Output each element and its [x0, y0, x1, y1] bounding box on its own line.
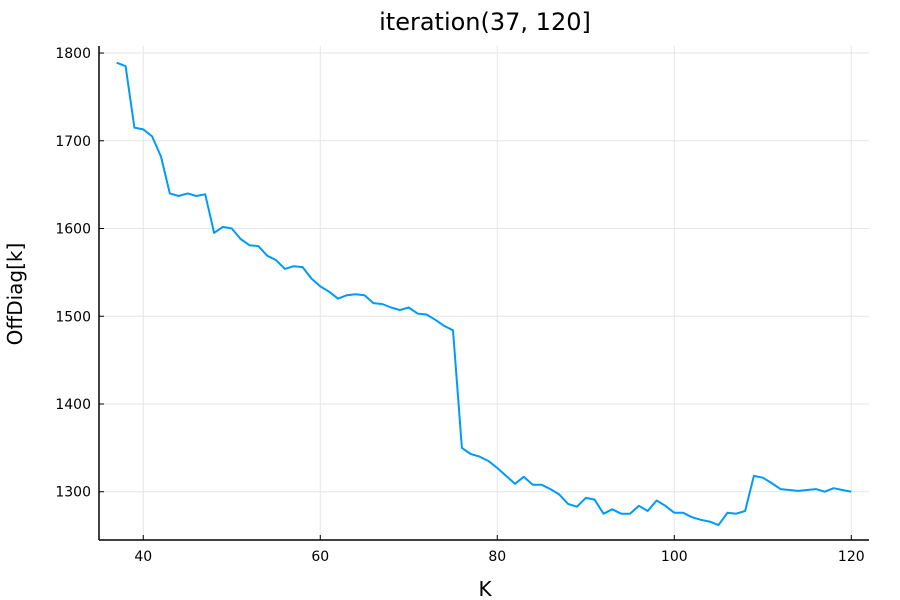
- x-tick-label: 60: [311, 549, 329, 565]
- grid: [99, 46, 869, 540]
- x-tick-label: 40: [134, 549, 152, 565]
- y-tick-label: 1500: [55, 309, 91, 325]
- x-axis-label: K: [478, 577, 492, 600]
- chart-title: iteration(37, 120]: [379, 8, 591, 36]
- x-tick-label: 100: [661, 549, 688, 565]
- series-line: [116, 61, 852, 527]
- ticks: 40 60 80 100 120 1300 1400 1500 1600 1700 1800: [55, 46, 864, 565]
- series-group: [116, 61, 852, 527]
- x-tick-label: 80: [488, 549, 506, 565]
- y-tick-label: 1300: [55, 485, 91, 501]
- y-tick-label: 1400: [55, 397, 91, 413]
- y-tick-label: 1600: [55, 222, 91, 238]
- y-tick-label: 1700: [55, 134, 91, 150]
- y-tick-label: 1800: [55, 46, 91, 62]
- axes: [98, 46, 869, 541]
- x-tick-label: 120: [838, 549, 865, 565]
- y-axis-label: OffDiag[k]: [3, 243, 27, 346]
